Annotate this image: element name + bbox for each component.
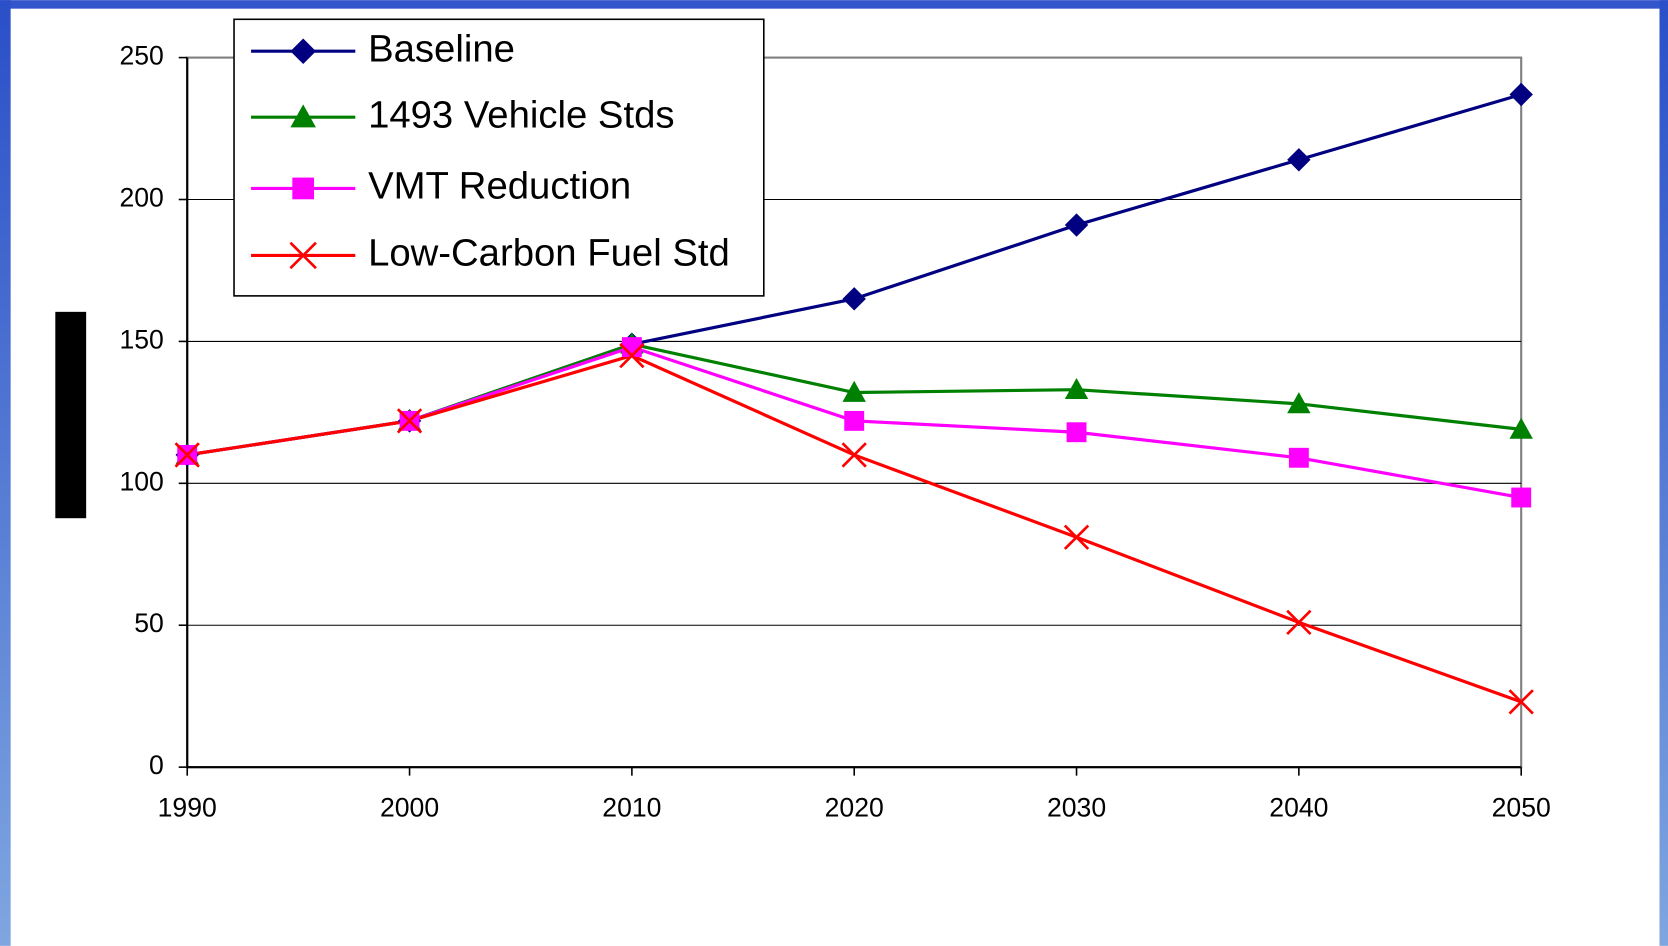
marker <box>1509 417 1533 439</box>
legend-marker <box>289 241 317 270</box>
marker <box>1288 447 1309 468</box>
marker <box>844 410 865 431</box>
y-tick-label: 150 <box>119 324 163 354</box>
left-border <box>0 0 11 946</box>
marker <box>1064 213 1089 237</box>
marker <box>1508 689 1534 715</box>
marker <box>1511 487 1532 508</box>
marker <box>841 442 867 468</box>
legend-marker <box>290 38 316 64</box>
y-tick-label: 200 <box>119 183 163 213</box>
legend-box <box>233 18 765 297</box>
marker <box>1287 392 1311 414</box>
redacted-label <box>55 311 87 519</box>
top-border <box>0 0 1668 9</box>
marker <box>842 287 866 311</box>
marker <box>396 408 423 434</box>
legend-text: VMT Reduction <box>368 165 631 208</box>
marker <box>842 380 866 402</box>
x-tick-label: 2020 <box>825 793 884 823</box>
marker <box>619 342 645 369</box>
y-tick-label: 100 <box>119 466 163 496</box>
x-tick-label: 2010 <box>602 793 661 823</box>
legend-text: 1493 Vehicle Stds <box>368 93 674 136</box>
marker <box>174 442 200 468</box>
x-tick-label: 2000 <box>380 793 439 823</box>
x-tick-label: 2030 <box>1047 793 1106 823</box>
legend-marker <box>290 104 316 128</box>
y-tick-label: 50 <box>134 608 164 638</box>
y-tick-label: 250 <box>119 41 163 71</box>
right-border <box>1659 0 1668 946</box>
x-tick-label: 2050 <box>1492 793 1551 823</box>
marker <box>1063 524 1090 550</box>
y-tick-label: 0 <box>149 750 164 780</box>
marker <box>1064 377 1089 400</box>
legend-text: Low-Carbon Fuel Std <box>368 232 730 275</box>
legend-marker <box>292 177 315 200</box>
marker <box>1286 609 1312 636</box>
marker <box>1066 422 1087 443</box>
x-tick-label: 2040 <box>1269 793 1328 823</box>
x-tick-label: 1990 <box>158 793 217 823</box>
legend-text: Baseline <box>368 27 515 70</box>
